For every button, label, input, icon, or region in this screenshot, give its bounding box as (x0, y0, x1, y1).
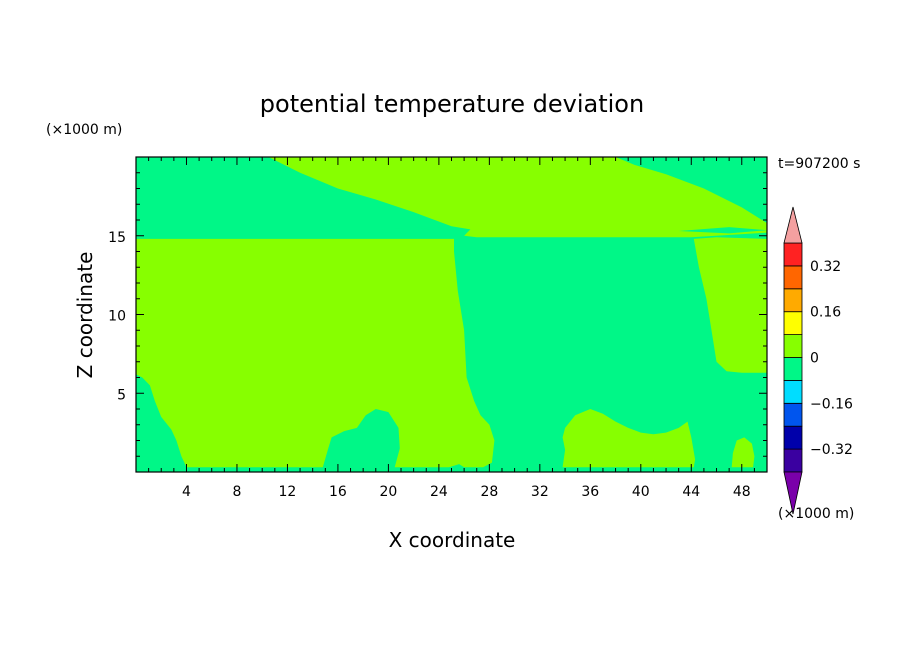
y-tick-label: 15 (108, 230, 126, 246)
x-tick-label: 16 (329, 484, 347, 500)
y-axis-label: Z coordinate (73, 252, 97, 379)
colorbar: −0.32 −0.16 0 0.16 0.32 (783, 206, 853, 515)
y-tick-label: 10 (108, 309, 126, 325)
colorbar-label: 0.16 (810, 305, 841, 321)
positive-region-right-column (693, 237, 767, 373)
x-tick-label: 48 (733, 484, 751, 500)
colorbar-swatch (783, 265, 803, 290)
colorbar-label: −0.32 (810, 442, 853, 458)
x-axis-unit: (×1000 m) (778, 506, 854, 522)
colorbar-swatch (783, 448, 803, 473)
colorbar-swatch (783, 425, 803, 450)
colorbar-over-arrow (783, 206, 803, 244)
y-tick-label: 5 (117, 387, 126, 403)
x-tick-label: 12 (279, 484, 297, 500)
y-axis-unit: (×1000 m) (46, 122, 122, 138)
positive-region-bottom-right (731, 437, 755, 468)
x-tick-label: 36 (581, 484, 599, 500)
colorbar-swatch (783, 288, 803, 313)
colorbar-label: −0.16 (810, 396, 853, 412)
time-label: t=907200 s (778, 156, 860, 172)
negative-filament-right (678, 227, 767, 234)
negative-filament-upper (350, 227, 452, 234)
colorbar-swatch (783, 379, 803, 404)
x-tick-label: 8 (232, 484, 241, 500)
x-tick-label: 44 (682, 484, 700, 500)
x-tick-label: 20 (379, 484, 397, 500)
plot-frame (135, 156, 768, 473)
positive-region-lower-left (136, 238, 495, 468)
colorbar-swatch (783, 402, 803, 427)
x-axis-label: X coordinate (389, 528, 516, 552)
colorbar-swatch (783, 311, 803, 336)
positive-region-right-middle (562, 409, 696, 468)
positive-region-top-band (268, 157, 767, 238)
colorbar-label: 0 (810, 351, 819, 367)
colorbar-swatch (783, 334, 803, 358)
colorbar-under-arrow (783, 471, 803, 515)
x-tick-label: 4 (182, 484, 191, 500)
x-tick-label: 24 (430, 484, 448, 500)
x-tick-label: 40 (632, 484, 650, 500)
colorbar-label: 0.32 (810, 259, 841, 275)
x-tick-label: 28 (480, 484, 498, 500)
chart-title: potential temperature deviation (260, 90, 644, 118)
colorbar-swatch (783, 357, 803, 381)
x-tick-label: 32 (531, 484, 549, 500)
colorbar-swatch (783, 242, 803, 267)
